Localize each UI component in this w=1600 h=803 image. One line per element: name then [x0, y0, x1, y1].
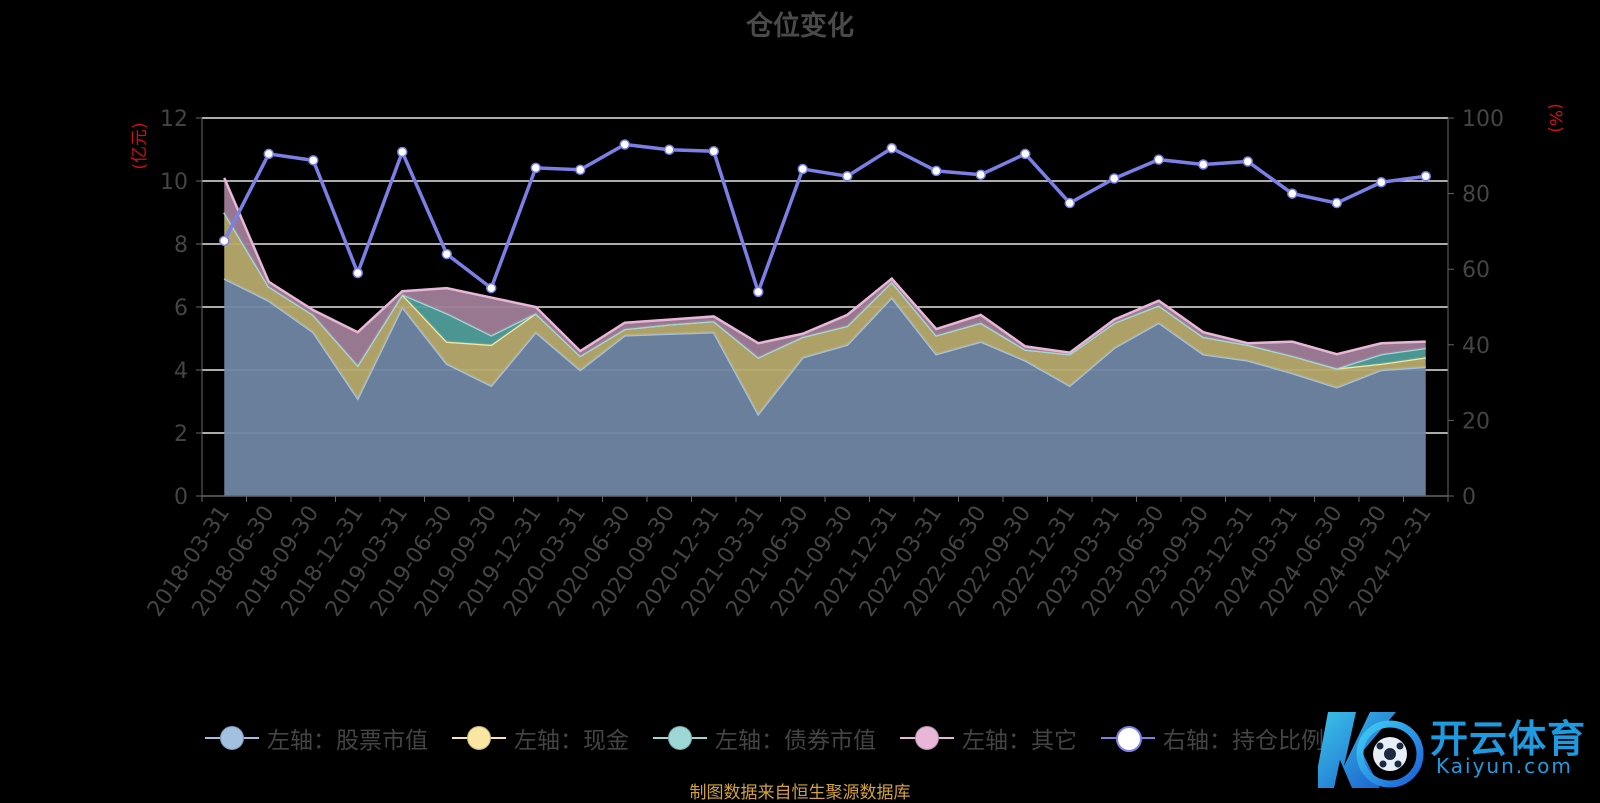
ratio-point[interactable]	[308, 155, 319, 166]
ratio-point[interactable]	[530, 162, 541, 174]
legend-item[interactable]: 右轴：持仓比例	[1101, 721, 1324, 755]
ratio-point[interactable]	[931, 165, 942, 177]
y-left-tick-label: 4	[174, 359, 188, 384]
logo-text-cn: 开云体育	[1430, 717, 1587, 761]
ratio-point[interactable]	[753, 286, 764, 298]
y-left-tick-label: 2	[174, 422, 188, 447]
ratio-line-layer	[219, 139, 1431, 298]
ratio-point[interactable]	[575, 164, 586, 176]
area-左轴：股票市值	[224, 278, 1426, 496]
ratio-point[interactable]	[1287, 188, 1298, 199]
ratio-line	[222, 142, 1426, 298]
ratio-point[interactable]	[352, 267, 363, 279]
ratio-point[interactable]	[975, 169, 986, 180]
legend-label: 左轴：股票市值	[267, 728, 428, 754]
ratio-point[interactable]	[1153, 154, 1164, 165]
legend-swatch-icon	[653, 724, 707, 752]
chart-title: 仓位变化	[746, 11, 854, 42]
ratio-point[interactable]	[842, 170, 853, 182]
y-right-tick-label: 20	[1462, 409, 1490, 434]
y-right-tick-label: 80	[1462, 183, 1490, 208]
ratio-point[interactable]	[1420, 170, 1431, 182]
y-left-tick-label: 12	[160, 107, 188, 132]
ratio-point[interactable]	[1109, 173, 1120, 184]
y-right-tick-label: 100	[1462, 107, 1504, 132]
legend-label: 右轴：持仓比例	[1163, 728, 1324, 754]
ratio-point[interactable]	[619, 139, 630, 150]
legend-label: 左轴：债券市值	[715, 728, 876, 754]
y-left-tick-label: 8	[174, 233, 188, 258]
ratio-point[interactable]	[486, 282, 497, 294]
legend-item[interactable]: 左轴：债券市值	[653, 721, 876, 755]
logo-text-en: Kaiyun.com	[1436, 754, 1573, 778]
legend-item[interactable]: 左轴：股票市值	[205, 721, 428, 755]
y-right-axis-label: (%)	[1545, 103, 1565, 132]
legend-label: 左轴：其它	[962, 728, 1077, 754]
legend-item[interactable]: 左轴：现金	[452, 721, 629, 755]
legend-swatch-icon	[900, 724, 954, 752]
ratio-point[interactable]	[708, 146, 719, 157]
ratio-point[interactable]	[1064, 197, 1075, 209]
watermark-logo: 开云体育 Kaiyun.com	[1314, 702, 1600, 794]
ratio-point[interactable]	[219, 235, 230, 247]
ratio-point[interactable]	[263, 148, 274, 160]
y-left-tick-label: 0	[174, 485, 188, 510]
ratio-point[interactable]	[1242, 156, 1253, 167]
ratio-point[interactable]	[886, 142, 897, 154]
legend: 左轴：股票市值 左轴：现金 左轴：债券市值 左轴：其它 右轴：持仓比例	[205, 718, 1348, 758]
ratio-point[interactable]	[1198, 159, 1209, 170]
ratio-point[interactable]	[441, 248, 452, 260]
line-左轴：其它	[223, 177, 1426, 356]
legend-label: 左轴：现金	[514, 728, 629, 754]
ratio-point[interactable]	[1331, 197, 1342, 209]
y-right-tick-label: 0	[1462, 485, 1476, 510]
y-left-tick-label: 6	[174, 296, 188, 321]
y-left-axis-label: (亿元)	[130, 122, 150, 169]
y-left-tick-label: 10	[160, 170, 188, 195]
legend-swatch-icon	[205, 724, 259, 752]
ratio-point[interactable]	[797, 163, 808, 175]
source-note: 制图数据来自恒生聚源数据库	[689, 783, 911, 803]
ratio-point[interactable]	[397, 146, 408, 158]
logo-emblem-icon	[1314, 712, 1424, 788]
legend-swatch-icon	[1101, 724, 1155, 752]
legend-swatch-icon	[452, 724, 506, 752]
ratio-point[interactable]	[664, 144, 675, 156]
y-right-tick-label: 40	[1462, 334, 1490, 359]
legend-item[interactable]: 左轴：其它	[900, 721, 1077, 755]
ratio-point[interactable]	[1376, 177, 1387, 188]
ratio-point[interactable]	[1020, 148, 1031, 160]
area-左轴：其它	[224, 177, 1426, 369]
y-right-tick-label: 60	[1462, 258, 1490, 283]
area-layer	[223, 177, 1426, 496]
